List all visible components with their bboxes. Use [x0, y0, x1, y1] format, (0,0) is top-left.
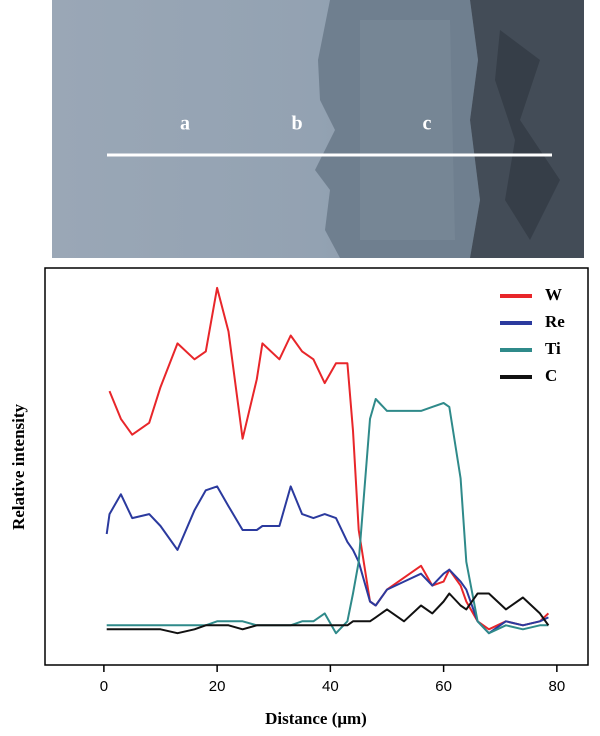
series-line — [108, 286, 550, 631]
series-line — [105, 485, 549, 635]
x-tick-label: 20 — [209, 678, 226, 695]
series-line — [106, 398, 549, 635]
y-axis-label: Relative intensity — [9, 403, 28, 530]
legend-label: Re — [545, 312, 565, 331]
plot-frame — [44, 267, 589, 666]
region-label: c — [423, 113, 432, 135]
x-axis-label: Distance (μm) — [265, 709, 367, 728]
series-line — [106, 592, 550, 635]
legend-label: Ti — [545, 339, 561, 358]
x-tick-label: 40 — [322, 678, 339, 695]
legend-label: W — [545, 285, 562, 304]
sem-image: a b c — [52, 0, 584, 258]
region-label: b — [291, 113, 302, 135]
x-tick-label: 60 — [435, 678, 452, 695]
region-label: a — [180, 113, 190, 135]
x-tick-label: 80 — [549, 678, 566, 695]
legend-label: C — [545, 366, 557, 385]
x-tick-label: 0 — [100, 678, 108, 695]
